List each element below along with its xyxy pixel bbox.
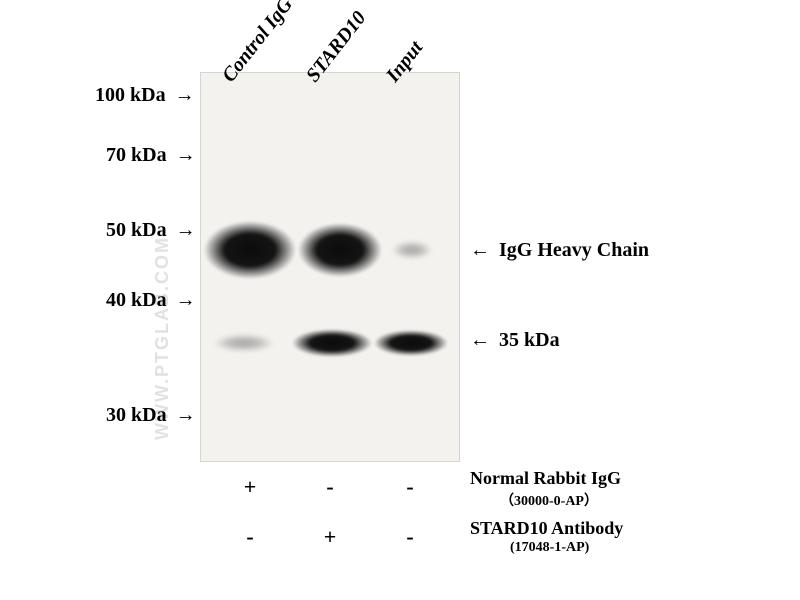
marker-text: 50 kDa [106, 219, 167, 241]
grid-row2-lane3: - [398, 524, 422, 550]
marker-text: 70 kDa [106, 144, 167, 166]
reagent-row1-catalog: （30000-0-AP） [500, 490, 598, 510]
band-lane1-35kda-faint [214, 334, 274, 352]
annotation-text: IgG Heavy Chain [499, 239, 649, 261]
marker-70kda: 70 kDa [106, 144, 196, 167]
annotation-text: 35 kDa [499, 329, 560, 351]
marker-40kda: 40 kDa [106, 289, 196, 312]
marker-text: 100 kDa [95, 84, 166, 106]
grid-row1-lane1: + [238, 474, 262, 500]
annotation-35kda: 35 kDa [470, 329, 560, 352]
grid-row2-lane2: + [318, 524, 342, 550]
marker-text: 30 kDa [106, 404, 167, 426]
annotation-heavy-chain: IgG Heavy Chain [470, 239, 649, 262]
marker-text: 40 kDa [106, 289, 167, 311]
grid-row2-lane1: - [238, 524, 262, 550]
band-lane1-heavychain [204, 221, 296, 279]
marker-50kda: 50 kDa [106, 219, 196, 242]
reagent-row2-name: STARD10 Antibody [470, 518, 623, 539]
band-lane3-heavychain-faint [392, 241, 432, 259]
reagent-row2-catalog: (17048-1-AP) [510, 540, 589, 556]
grid-row1-lane2: - [318, 474, 342, 500]
marker-30kda: 30 kDa [106, 404, 196, 427]
marker-100kda: 100 kDa [95, 84, 195, 107]
figure-canvas: WWW.PTGLAB.COM 100 kDa 70 kDa 50 kDa 40 … [0, 0, 800, 600]
band-lane2-heavychain [298, 223, 382, 277]
band-lane2-35kda [292, 329, 372, 357]
reagent-row1-name: Normal Rabbit IgG [470, 468, 621, 489]
band-lane3-35kda [374, 330, 448, 356]
grid-row1-lane3: - [398, 474, 422, 500]
